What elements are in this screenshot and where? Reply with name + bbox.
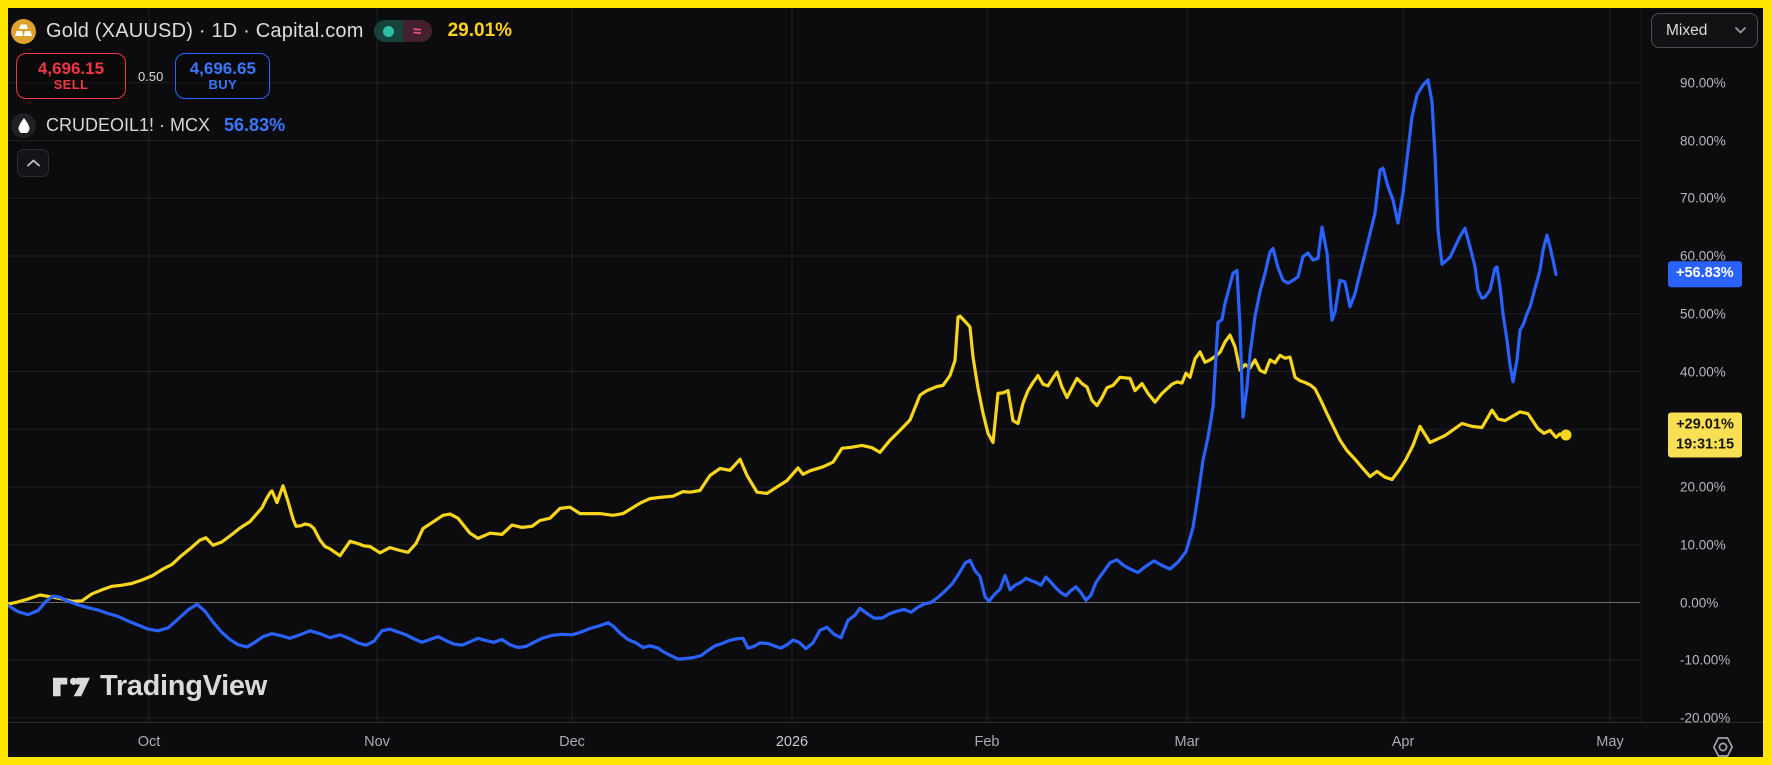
time-axis-label: Nov	[364, 734, 390, 750]
gold-series-line[interactable]	[8, 314, 1568, 606]
countdown-timer: 19:31:15	[1676, 435, 1735, 452]
chart-area: 90.00%80.00%70.00%60.00%50.00%40.00%30.0…	[8, 8, 1763, 757]
tradingview-logo[interactable]: TradingView	[53, 670, 267, 703]
price-axis-label: 50.00%	[1680, 306, 1726, 322]
price-axis-separator	[1641, 8, 1642, 722]
price-axis-label: -20.00%	[1680, 710, 1731, 726]
price-axis-label: 70.00%	[1680, 190, 1726, 206]
chevron-up-icon	[26, 159, 40, 167]
time-axis-label: Dec	[559, 734, 585, 750]
time-axis-label: Oct	[137, 734, 161, 750]
visibility-dot-icon[interactable]	[373, 20, 403, 42]
legend-collapse-button[interactable]	[17, 149, 49, 177]
tradingview-mark-icon	[53, 677, 90, 696]
sell-price: 4,696.15	[37, 58, 105, 78]
chevron-down-icon	[1735, 27, 1746, 34]
chart-type-label: Mixed	[1666, 21, 1708, 39]
symbol-title[interactable]: Gold (XAUUSD) · 1D · Capital.com	[46, 19, 364, 42]
chart-type-dropdown[interactable]: Mixed	[1651, 13, 1758, 48]
symbol-change-percent: 29.01%	[447, 20, 513, 41]
price-axis-label: 10.00%	[1680, 537, 1726, 553]
spread-value: 0.50	[138, 68, 164, 84]
trade-buttons-row: 4,696.15 SELL 0.50 4,696.65 BUY	[16, 53, 512, 99]
chart-legend: Gold (XAUUSD) · 1D · Capital.com ≈ 29.01…	[11, 16, 512, 177]
price-axis-label: 90.00%	[1680, 75, 1726, 91]
gold-price-badge: +29.01% 19:31:15	[1668, 412, 1743, 458]
price-axis-label: -10.00%	[1680, 652, 1731, 668]
chart-canvas[interactable]	[8, 8, 1763, 757]
time-axis-label: May	[1596, 734, 1624, 750]
settings-hexagon-icon[interactable]	[1711, 735, 1735, 759]
time-axis-label: Mar	[1174, 734, 1200, 750]
buy-label: BUY	[208, 77, 238, 93]
oil-drop-icon	[11, 112, 36, 138]
buy-price: 4,696.65	[189, 58, 256, 78]
tradingview-logo-text: TradingView	[100, 670, 267, 702]
price-axis-label: 60.00%	[1680, 248, 1726, 264]
sell-button[interactable]: 4,696.15 SELL	[16, 53, 126, 99]
crude-series-line[interactable]	[8, 78, 1558, 661]
compare-symbol-row[interactable]: CRUDEOIL1! · MCX 56.83%	[11, 112, 512, 138]
price-axis-label: 40.00%	[1680, 364, 1726, 379]
compare-symbol-title[interactable]: CRUDEOIL1! · MCX	[46, 114, 211, 135]
time-axis-label: Apr	[1391, 734, 1415, 750]
time-axis-separator	[8, 722, 1763, 723]
approx-icon[interactable]: ≈	[402, 20, 432, 42]
time-axis-label: Feb	[974, 734, 1000, 750]
price-axis-label: 80.00%	[1680, 133, 1726, 148]
last-value-dot	[1560, 429, 1572, 441]
symbol-row[interactable]: Gold (XAUUSD) · 1D · Capital.com ≈ 29.01…	[11, 16, 512, 46]
gold-bars-icon	[11, 18, 36, 44]
legend-toggle-pill[interactable]: ≈	[373, 20, 432, 42]
price-axis-label: 20.00%	[1680, 479, 1726, 495]
time-axis-label: 2026	[775, 734, 809, 750]
crude-price-badge: +56.83%	[1668, 261, 1742, 288]
compare-change-percent: 56.83%	[224, 114, 286, 135]
sell-label: SELL	[53, 77, 89, 93]
price-axis-label: 0.00%	[1680, 595, 1719, 610]
buy-button[interactable]: 4,696.65 BUY	[175, 53, 271, 99]
